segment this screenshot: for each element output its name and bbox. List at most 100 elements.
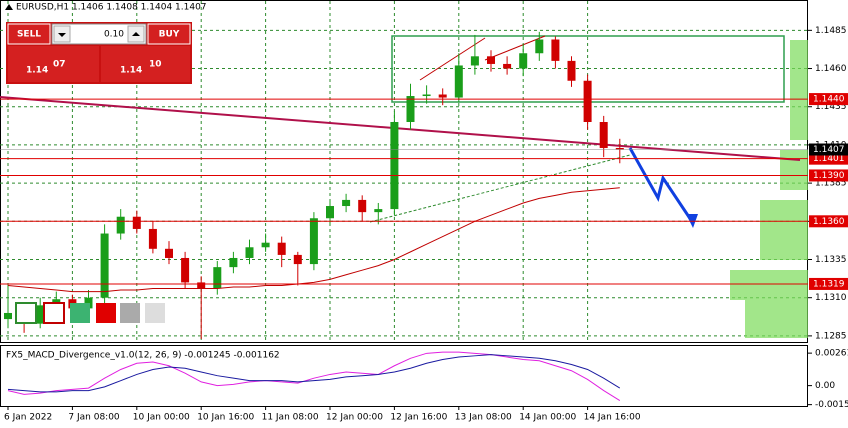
icon[interactable] [120, 303, 140, 323]
candle-body [567, 60, 576, 81]
level-tag [809, 277, 848, 290]
candle-body [213, 267, 222, 289]
candle [36, 297, 45, 329]
candle-body [326, 206, 334, 219]
candle [599, 115, 608, 158]
icon[interactable] [145, 303, 165, 323]
icon[interactable] [15, 302, 37, 324]
candle-body [197, 282, 206, 289]
y-tick-label: 1.1460 [815, 64, 847, 74]
sell-price-box[interactable] [8, 46, 99, 82]
candle [374, 202, 383, 225]
buy-label[interactable]: BUY [159, 30, 180, 40]
candle [261, 233, 270, 252]
level-tag [809, 93, 848, 106]
candle [487, 50, 495, 72]
candle [454, 53, 463, 103]
candle [181, 251, 190, 289]
fan-line [419, 37, 486, 81]
candle-body [36, 305, 45, 324]
candle [213, 261, 222, 295]
candle-body [551, 39, 560, 61]
candle [229, 251, 238, 274]
down-icon [58, 33, 66, 37]
candle [519, 44, 528, 77]
icon-bar [15, 302, 165, 324]
level-label: 1.1360 [813, 217, 845, 227]
x-tick-label: 7 Jan 08:00 [68, 413, 120, 423]
x-tick-label: 13 Jan 08:00 [455, 413, 512, 423]
sell-price-pips: 07 [53, 60, 66, 70]
candle-body [4, 312, 12, 320]
x-tick-label: 10 Jan 16:00 [197, 413, 254, 423]
collapse-icon [5, 4, 13, 10]
lot-value[interactable]: 0.10 [104, 30, 124, 40]
y-tick-label: 1.1335 [815, 255, 847, 265]
indicator-line [7, 351, 621, 401]
candle [293, 251, 302, 286]
candle-body [229, 257, 238, 268]
x-tick-label: 11 Jan 08:00 [262, 413, 319, 423]
y-tick-label: 1.1310 [815, 293, 847, 303]
indicator-label: FX5_MACD_Divergence_v1.0(12, 26, 9) -0.0… [6, 351, 280, 361]
candle-body [358, 199, 367, 213]
price-label: 1.1407 [813, 145, 845, 155]
candle-body [132, 216, 141, 229]
level-label: 1.1401 [813, 154, 845, 164]
overlay [0, 98, 808, 293]
candle-body [438, 94, 447, 98]
candle [551, 36, 560, 69]
lot-input[interactable] [51, 23, 147, 45]
candle-body [100, 233, 109, 298]
level-tag [809, 215, 848, 228]
x-tick-label: 14 Jan 00:00 [519, 413, 576, 423]
sell-button[interactable] [7, 23, 51, 45]
candle [615, 138, 624, 164]
candle [438, 88, 447, 106]
buy-button[interactable] [147, 23, 191, 45]
candle [390, 111, 399, 216]
candle-body [165, 248, 173, 258]
volume-profile [730, 40, 808, 338]
candle-body [503, 63, 512, 69]
trade-panel: SELL 0.10 BUY 1.14 07 1.14 10 [6, 22, 192, 84]
sell-label[interactable]: SELL [17, 30, 41, 40]
icon[interactable] [96, 303, 116, 323]
candle-body [261, 242, 270, 248]
candle-body [116, 216, 125, 234]
candle-body [181, 257, 190, 283]
candle-body [422, 94, 431, 97]
x-tick-label: 6 Jan 2022 [4, 413, 52, 423]
candle [470, 34, 479, 75]
candle-body [277, 242, 286, 255]
x-tick-label: 12 Jan 00:00 [326, 413, 383, 423]
level-label: 1.1440 [813, 95, 845, 105]
y-tick-label: 1.1485 [815, 26, 847, 36]
icon[interactable] [70, 303, 90, 323]
indicator-line [7, 354, 621, 393]
candle-body [293, 254, 302, 265]
indicator-tick-label: 0.002616 [815, 349, 848, 359]
sell-price-big: 1.14 [26, 66, 48, 76]
candle-body [148, 228, 157, 249]
candle-body [406, 96, 415, 122]
y-tick-label: 1.1435 [815, 102, 847, 112]
buy-price-pips: 10 [149, 60, 162, 70]
candles [4, 31, 624, 339]
icon[interactable] [43, 302, 65, 324]
candle-body [245, 247, 254, 258]
moving-average [7, 187, 620, 293]
candle [358, 195, 367, 222]
candle-body [535, 39, 544, 54]
candle-body [454, 65, 463, 98]
chart-title: EURUSD,H1 1.1406 1.1408 1.1404 1.1407 [16, 3, 207, 13]
buy-price-box[interactable] [101, 46, 190, 82]
up-icon [132, 32, 140, 36]
candle [503, 56, 512, 75]
x-tick-label: 14 Jan 16:00 [584, 413, 641, 423]
candle [309, 212, 318, 271]
y-tick-label: 1.1385 [815, 179, 847, 189]
candle-body [309, 218, 318, 265]
